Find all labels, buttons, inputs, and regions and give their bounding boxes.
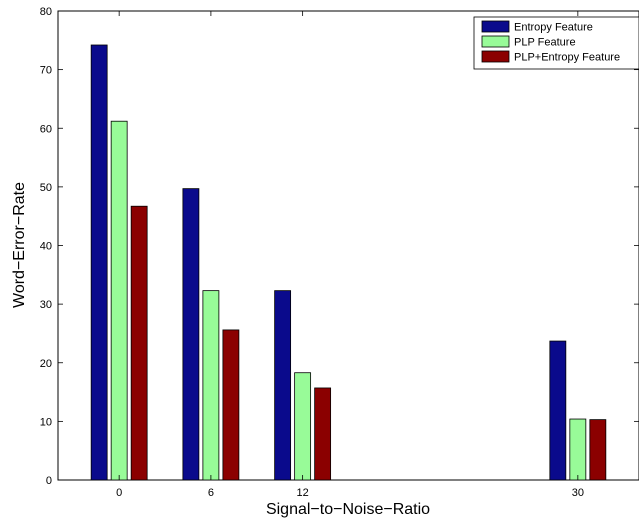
x-tick-label: 0: [116, 487, 122, 499]
legend-label: Entropy Feature: [514, 22, 593, 34]
bar-entropy-feature-0: [90, 44, 108, 481]
plot-area: [57, 10, 639, 481]
x-axis: 0 6 12 30: [116, 11, 584, 499]
y-tick-label: 70: [40, 65, 52, 77]
y-tick-label: 60: [40, 123, 52, 135]
legend-label: PLP Feature: [514, 37, 576, 49]
y-tick-label: 20: [40, 358, 52, 370]
bar-plp-feature-6: [202, 290, 220, 481]
bar-plp-entropy-feature-6: [222, 329, 240, 481]
x-tick-label: 30: [572, 487, 584, 499]
y-tick-label: 30: [40, 299, 52, 311]
bar-plp-feature-30: [569, 418, 587, 481]
bar-entropy-feature-6: [182, 188, 200, 481]
y-axis: 0 10 20 30 40 50 60 70 80: [40, 6, 639, 487]
y-tick-label: 0: [46, 475, 52, 487]
legend-swatch: [481, 50, 510, 63]
y-tick-label: 50: [40, 182, 52, 194]
bar-plp-feature-12: [294, 372, 312, 481]
y-axis-label: Word−Error−Rate: [11, 182, 28, 308]
bar-plp-entropy-feature-0: [130, 205, 148, 481]
bar-plp-entropy-feature-30: [589, 419, 607, 481]
legend-swatch: [481, 35, 510, 48]
bars-group: [90, 44, 607, 481]
y-tick-label: 40: [40, 241, 52, 253]
legend: Entropy Feature PLP Feature PLP+Entropy Fe…: [473, 16, 639, 70]
bar-plp-entropy-feature-12: [314, 387, 332, 481]
y-tick-label: 10: [40, 416, 52, 428]
x-axis-label: Signal−to−Noise−Ratio: [266, 501, 430, 518]
legend-label: PLP+Entropy Feature: [514, 52, 620, 64]
bar-entropy-feature-30: [549, 340, 567, 481]
bar-plp-feature-0: [110, 120, 128, 481]
x-tick-label: 6: [208, 487, 214, 499]
legend-swatch: [481, 20, 510, 33]
bar-entropy-feature-12: [274, 290, 292, 481]
x-tick-label: 12: [297, 487, 309, 499]
y-tick-label: 80: [40, 6, 52, 18]
